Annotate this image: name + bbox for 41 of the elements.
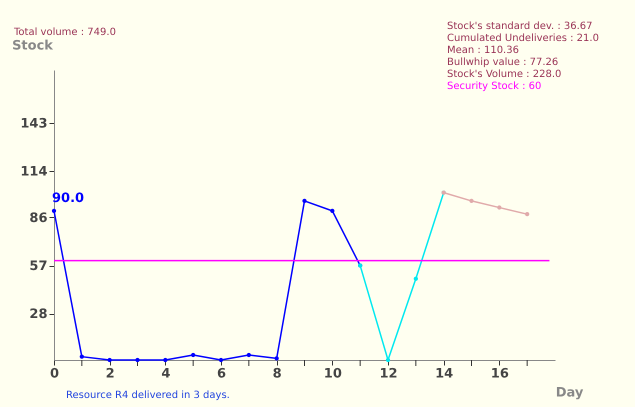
x-tick-label: 8 xyxy=(272,366,282,382)
point xyxy=(135,358,140,362)
text: Cumulated Undeliveries : 21.0 xyxy=(447,33,599,44)
point xyxy=(302,198,307,204)
point xyxy=(330,208,334,213)
x-tick-label: 16 xyxy=(490,366,509,382)
x-tick-label: 4 xyxy=(161,366,170,382)
ref-line-label: Security Stock : 60 xyxy=(447,81,542,92)
point xyxy=(52,208,56,213)
text: Total volume : 749.0 xyxy=(13,27,116,38)
text: Stock's standard dev. : 36.67 xyxy=(447,21,593,32)
point xyxy=(191,352,196,358)
y-axis-title: Stock xyxy=(12,38,54,54)
point xyxy=(414,276,418,281)
point xyxy=(469,198,474,204)
annotation: Stock's Volume : 228.0 xyxy=(447,69,562,80)
point xyxy=(497,205,502,210)
point xyxy=(163,358,168,362)
x-tick-label: 12 xyxy=(379,366,398,382)
y-tick-label: 86 xyxy=(29,210,48,226)
x-tick-label: 6 xyxy=(216,366,226,382)
point xyxy=(525,212,530,216)
text: Mean : 110.36 xyxy=(447,45,519,56)
y-tick-label: 57 xyxy=(29,259,48,274)
point xyxy=(218,358,224,362)
x-tick-label: 0 xyxy=(50,366,60,382)
point xyxy=(80,354,84,359)
x-tick-label: 2 xyxy=(106,366,115,382)
x-axis-title: Day xyxy=(556,386,584,400)
text: Resource R4 delivered in 3 days. xyxy=(66,390,230,401)
text: Bullwhip value : 77.26 xyxy=(447,57,558,68)
point xyxy=(386,358,390,362)
point xyxy=(274,356,279,360)
x-tick-label: 10 xyxy=(324,366,342,382)
data-label: 90.0 xyxy=(52,190,84,206)
y-tick-label: 143 xyxy=(20,116,48,132)
y-tick-label: 28 xyxy=(29,307,48,322)
point xyxy=(246,352,251,358)
y-tick-label: 114 xyxy=(20,164,48,180)
x-tick-label: 14 xyxy=(435,366,454,382)
point xyxy=(108,358,112,362)
